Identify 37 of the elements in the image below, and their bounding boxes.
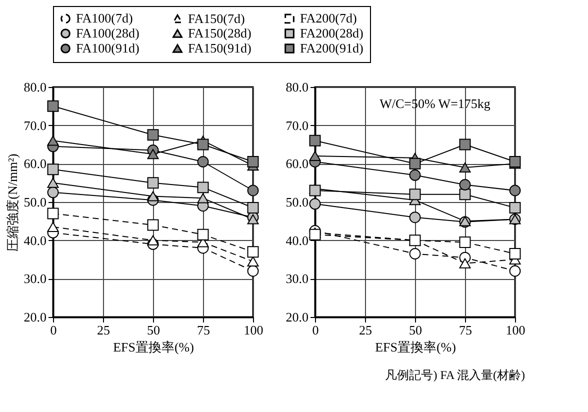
legend-label: FA150(91d): [188, 40, 252, 56]
legend-label: FA200(91d): [300, 40, 364, 56]
legend-label: FA100(91d): [76, 40, 140, 56]
y-tick-label: 30.0: [286, 271, 308, 286]
x-tick-label: 25: [97, 322, 110, 338]
legend-label: FA100(28d): [76, 26, 140, 40]
legend-label: FA150(7d): [188, 10, 245, 26]
x-axis-title: EFS置換率(%): [375, 340, 456, 354]
legend-label: FA200(7d): [300, 10, 357, 26]
legend-label: FA150(28d): [188, 26, 252, 40]
y-tick-label: 50.0: [24, 194, 46, 210]
y-tick-label: 20.0: [286, 310, 308, 324]
x-tick-label: 100: [244, 322, 264, 338]
y-axis-title: 圧縮強度(N/mm²): [4, 154, 20, 252]
legend-label: FA200(28d): [300, 26, 364, 40]
y-tick-label: 70.0: [24, 118, 46, 133]
y-tick-label: 80.0: [24, 80, 46, 94]
x-tick-label: 50: [409, 322, 422, 338]
y-tick-label: 30.0: [24, 271, 46, 286]
x-axis-title: EFS置換率(%): [113, 340, 194, 354]
x-tick-label: 75: [459, 322, 472, 338]
y-tick-label: 70.0: [286, 118, 308, 133]
x-tick-label: 50: [147, 322, 160, 338]
x-tick-label: 0: [50, 322, 57, 338]
y-tick-label: 60.0: [286, 156, 308, 172]
y-tick-label: 40.0: [286, 232, 308, 248]
y-tick-label: 50.0: [286, 194, 308, 210]
x-tick-label: 75: [197, 322, 210, 338]
y-tick-label: 80.0: [286, 80, 308, 94]
x-tick-label: 100: [506, 322, 526, 338]
text: 凡例記号) FA 混入量(材齢): [385, 368, 525, 382]
y-tick-label: 20.0: [24, 310, 46, 324]
x-tick-label: 0: [312, 322, 319, 338]
legend-label: FA100(7d): [76, 10, 133, 26]
y-tick-label: 40.0: [24, 232, 46, 248]
x-tick-label: 25: [359, 322, 372, 338]
y-tick-label: 60.0: [24, 156, 46, 172]
